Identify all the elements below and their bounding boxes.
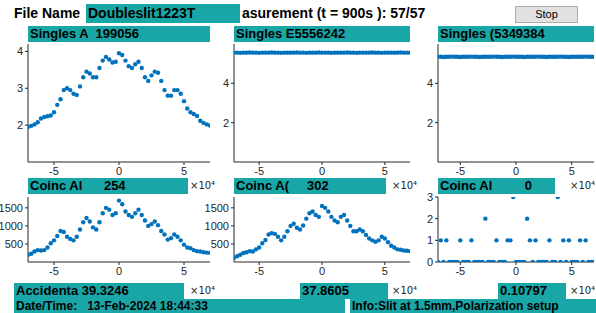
html-text:asurement (t = 900s ): 57/57: asurement (t = 900s ): 57/57	[242, 5, 426, 21]
html-text:37.8605: 37.8605	[302, 283, 349, 298]
html-text:×10⁴: ×10⁴	[392, 180, 418, 191]
svg-text:5: 5	[181, 165, 187, 177]
svg-text:2: 2	[427, 213, 433, 225]
svg-text:-5: -5	[254, 165, 264, 177]
html-text:Singles E5556242: Singles E5556242	[236, 26, 346, 41]
html-text:0.10797: 0.10797	[500, 283, 547, 298]
svg-text:0: 0	[116, 165, 122, 177]
svg-text:0: 0	[427, 256, 433, 268]
svg-text:4: 4	[223, 77, 229, 89]
svg-text:-5: -5	[455, 165, 465, 177]
svg-text:1000: 1000	[8, 220, 23, 232]
svg-text:0: 0	[319, 265, 325, 277]
svg-text:1500: 1500	[8, 202, 23, 214]
svg-text:1: 1	[427, 234, 433, 246]
svg-text:3: 3	[427, 191, 433, 203]
svg-text:0: 0	[513, 265, 519, 277]
html-text:Coinc A( 302: Coinc A( 302	[236, 178, 329, 193]
svg-text:-5: -5	[254, 265, 264, 277]
svg-text:-5: -5	[49, 165, 59, 177]
svg-text:3: 3	[17, 82, 23, 94]
svg-text:-5: -5	[49, 265, 59, 277]
html-text:Coinc Al 254: Coinc Al 254	[30, 178, 126, 193]
svg-text:5: 5	[382, 165, 388, 177]
html-text:Doubleslit1223T: Doubleslit1223T	[88, 5, 196, 21]
html-text:×10⁴: ×10⁴	[570, 180, 596, 191]
svg-text:4: 4	[427, 77, 433, 89]
svg-text:5: 5	[181, 265, 187, 277]
html-text:Info:Slit at 1.5mm,Polarizatio: Info:Slit at 1.5mm,Polarization setup	[352, 299, 559, 313]
html-text:×10⁴: ×10⁴	[570, 285, 596, 296]
svg-text:2: 2	[223, 117, 229, 129]
html-text:File Name: File Name	[14, 5, 81, 21]
svg-text:-5: -5	[455, 265, 465, 277]
svg-text:0: 0	[319, 165, 325, 177]
html-text:×10⁴: ×10⁴	[392, 285, 418, 296]
html-text:Stop: Stop	[535, 8, 558, 20]
svg-text:1500: 1500	[205, 202, 229, 214]
html-text:×10⁴: ×10⁴	[190, 180, 216, 191]
html-text:Singles A 199056: Singles A 199056	[30, 26, 139, 41]
svg-text:4: 4	[17, 45, 23, 57]
svg-text:500: 500	[211, 238, 229, 250]
html-text:Accidenta 39.3246: Accidenta 39.3246	[16, 283, 129, 298]
svg-text:5: 5	[569, 165, 575, 177]
svg-text:5: 5	[382, 265, 388, 277]
svg-text:1000: 1000	[205, 220, 229, 232]
svg-text:2: 2	[17, 119, 23, 131]
svg-text:2: 2	[427, 117, 433, 129]
html-text:×10⁴: ×10⁴	[190, 285, 216, 296]
svg-text:0: 0	[513, 165, 519, 177]
svg-text:0: 0	[116, 265, 122, 277]
html-text:Singles (5349384: Singles (5349384	[440, 26, 545, 41]
svg-text:5: 5	[569, 265, 575, 277]
html-text:Date/Time: 13-Feb-2024 18:44:3: Date/Time: 13-Feb-2024 18:44:33	[16, 299, 208, 313]
svg-text:500: 500	[8, 238, 23, 250]
html-text:Coinc Al 0: Coinc Al 0	[440, 178, 532, 193]
